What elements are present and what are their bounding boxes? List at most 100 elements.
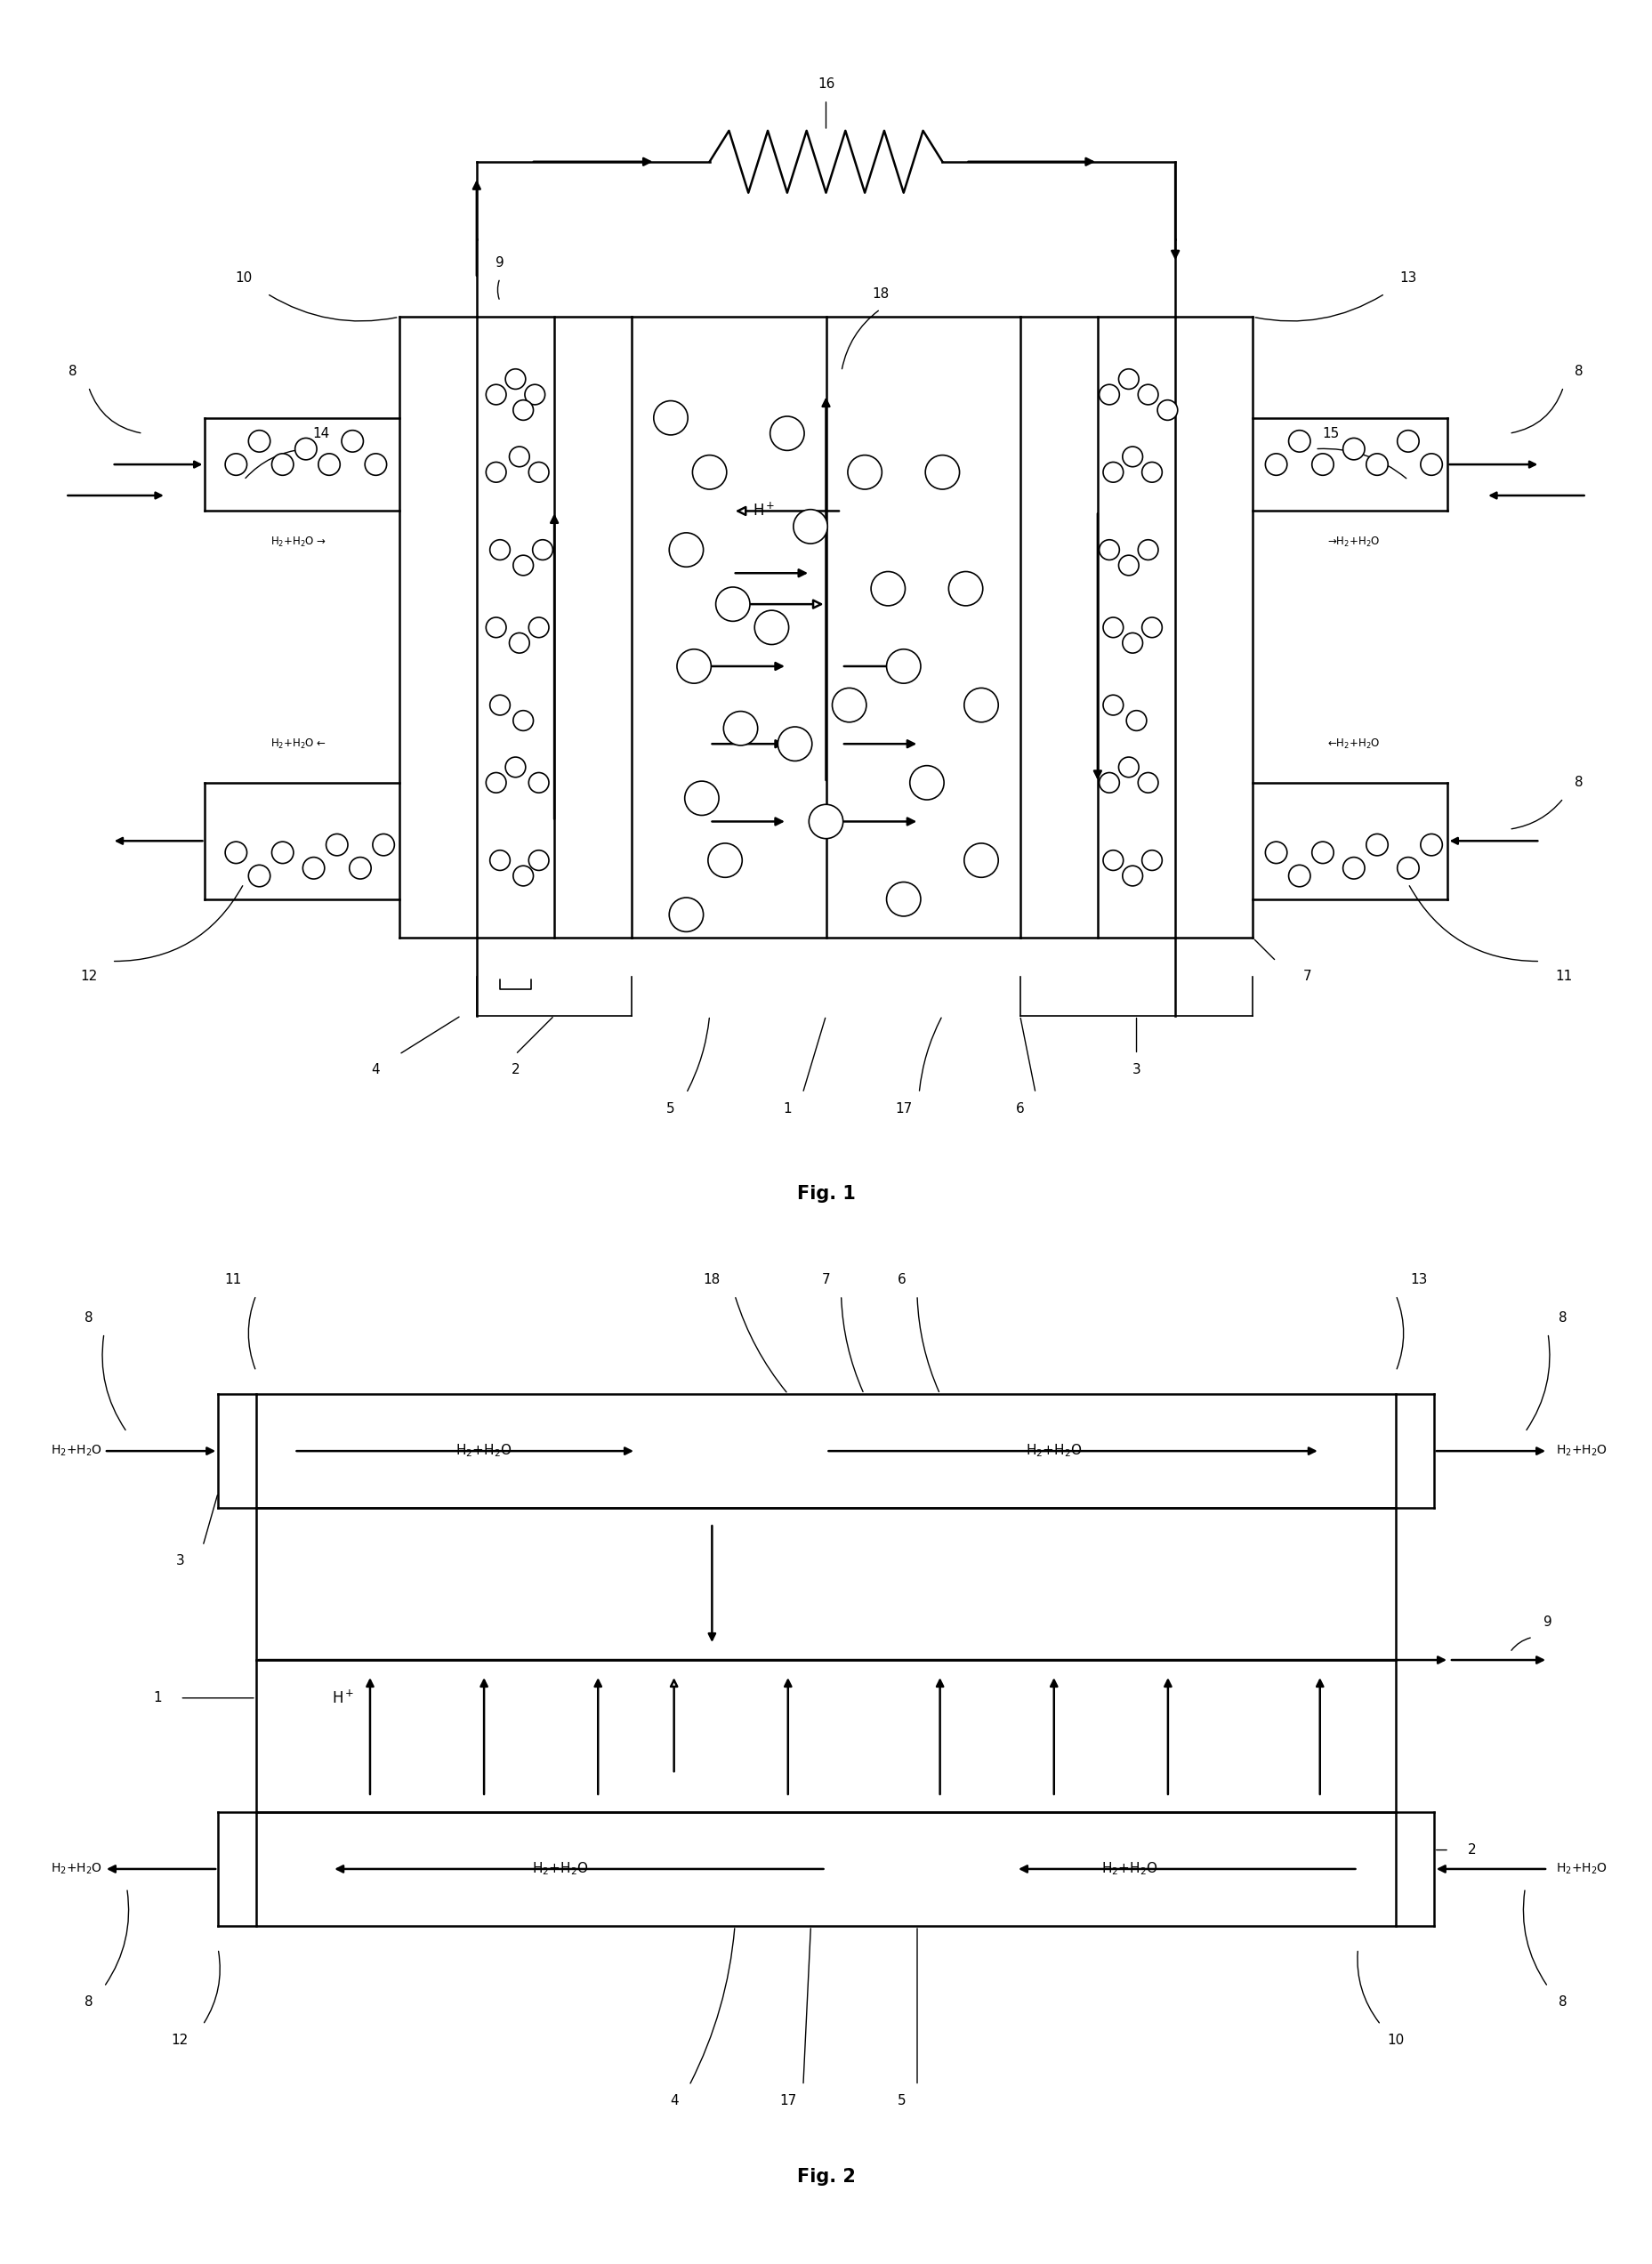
Circle shape [871,571,905,607]
Text: 18: 18 [704,1272,720,1286]
Circle shape [1366,833,1388,856]
Circle shape [509,446,530,466]
Circle shape [365,453,387,475]
Circle shape [654,401,687,435]
Text: 11: 11 [225,1272,241,1286]
Circle shape [349,858,372,878]
Circle shape [1312,842,1333,863]
Text: 18: 18 [872,288,889,301]
Circle shape [1138,385,1158,405]
Circle shape [491,695,510,715]
Circle shape [965,842,998,878]
Text: 8: 8 [69,365,78,378]
Circle shape [509,634,530,652]
Text: 13: 13 [1411,1272,1427,1286]
Circle shape [1122,865,1143,885]
Circle shape [669,897,704,933]
Text: 6: 6 [1016,1103,1024,1116]
Text: 2: 2 [510,1064,520,1078]
Circle shape [506,369,525,389]
Circle shape [1312,453,1333,475]
Circle shape [486,618,506,638]
Circle shape [1265,842,1287,863]
Text: 14: 14 [312,426,330,439]
Circle shape [948,571,983,607]
Text: 7: 7 [1303,969,1312,983]
Circle shape [1127,711,1146,731]
Bar [256,1811,1396,1927]
Circle shape [1099,539,1120,559]
Circle shape [486,462,506,482]
Circle shape [793,509,828,543]
Circle shape [514,865,534,885]
Circle shape [342,430,363,453]
Text: H$_2$+H$_2$O: H$_2$+H$_2$O [51,1861,102,1877]
Circle shape [1104,851,1123,869]
Circle shape [273,842,294,863]
Circle shape [684,781,719,815]
Circle shape [514,401,534,421]
Circle shape [809,804,843,838]
Circle shape [1138,539,1158,559]
Text: H$_2$+H$_2$O: H$_2$+H$_2$O [1102,1861,1158,1877]
Circle shape [692,455,727,489]
Circle shape [529,772,548,792]
Bar [256,1508,1396,1811]
Circle shape [296,437,317,460]
Text: 3: 3 [1132,1064,1142,1078]
Text: 4: 4 [669,2094,679,2108]
Circle shape [770,417,805,451]
Circle shape [273,453,294,475]
Circle shape [1265,453,1287,475]
Circle shape [1158,401,1178,421]
Text: H$_2$+H$_2$O: H$_2$+H$_2$O [532,1861,588,1877]
Circle shape [1398,430,1419,453]
Circle shape [525,385,545,405]
Circle shape [715,586,750,620]
Circle shape [1104,618,1123,638]
Circle shape [724,711,758,745]
Circle shape [1099,772,1120,792]
Circle shape [833,688,866,722]
Circle shape [847,455,882,489]
Circle shape [1122,634,1143,652]
Circle shape [677,650,710,684]
Circle shape [1104,462,1123,482]
Text: 15: 15 [1322,426,1340,439]
Circle shape [1118,756,1138,777]
Circle shape [1289,430,1310,453]
Text: 4: 4 [372,1064,380,1078]
Circle shape [887,650,920,684]
Circle shape [925,455,960,489]
Text: 8: 8 [1574,365,1583,378]
Text: H$_2$+H$_2$O →: H$_2$+H$_2$O → [269,534,325,548]
Circle shape [1142,462,1161,482]
Text: 1: 1 [154,1691,162,1705]
Circle shape [1343,437,1365,460]
Text: →H$_2$+H$_2$O: →H$_2$+H$_2$O [1328,534,1381,548]
Circle shape [529,851,548,869]
Circle shape [1142,618,1161,638]
Circle shape [669,532,704,566]
Text: 8: 8 [1559,1311,1568,1324]
Text: 10: 10 [235,272,253,285]
Bar [256,1395,1396,1508]
Text: 8: 8 [84,1311,93,1324]
Circle shape [1289,865,1310,887]
Circle shape [965,688,998,722]
Text: 1: 1 [783,1103,791,1116]
Text: 6: 6 [897,1272,907,1286]
Circle shape [529,618,548,638]
Circle shape [1122,446,1143,466]
Text: H$_2$+H$_2$O: H$_2$+H$_2$O [1026,1442,1082,1460]
Circle shape [1398,858,1419,878]
Circle shape [302,858,324,878]
Text: 7: 7 [821,1272,831,1286]
Text: 8: 8 [1574,777,1583,790]
Text: H$_2$+H$_2$O ←: H$_2$+H$_2$O ← [271,738,325,752]
Circle shape [491,851,510,869]
Circle shape [778,727,813,761]
Circle shape [486,385,506,405]
Text: 12: 12 [172,2033,188,2047]
Text: H$^+$: H$^+$ [332,1689,355,1707]
